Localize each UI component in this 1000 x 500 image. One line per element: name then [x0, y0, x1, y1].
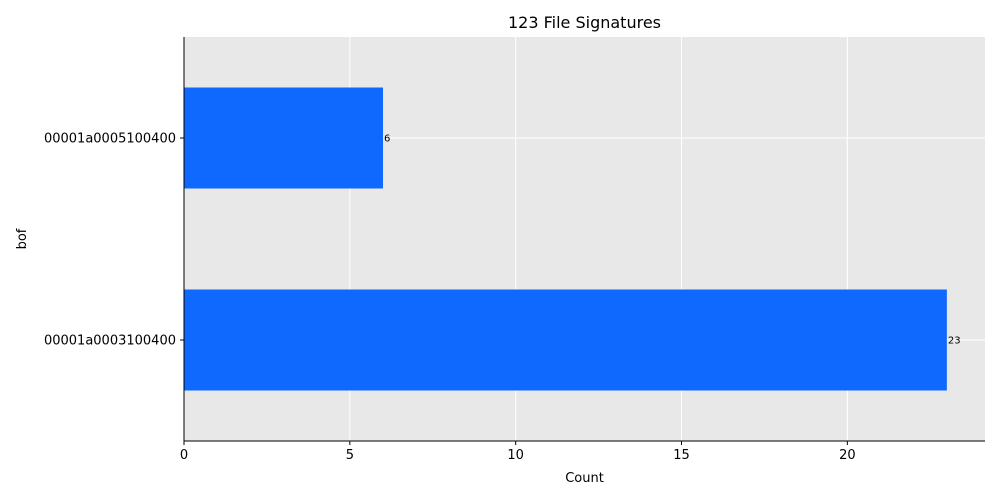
bars: 6 23 [184, 87, 961, 391]
x-tick-label: 15 [673, 448, 690, 463]
x-tick-label: 0 [180, 448, 188, 463]
bar [184, 289, 947, 391]
axes: 0 5 10 15 20 00001a0005100400 00001a0003100400 [44, 37, 985, 463]
y-axis-label: bof [15, 228, 30, 249]
x-tick-label: 5 [346, 448, 354, 463]
x-tick-label: 20 [839, 448, 856, 463]
bar-data-label: 6 [384, 134, 390, 145]
y-tick-label: 00001a0003100400 [44, 334, 176, 349]
chart-title: 123 File Signatures [508, 13, 661, 32]
x-tick-label: 10 [507, 448, 524, 463]
x-axis-label: Count [565, 471, 604, 486]
bar-data-label: 23 [948, 336, 961, 347]
bar [184, 87, 384, 189]
y-tick-label: 00001a0005100400 [44, 132, 176, 147]
